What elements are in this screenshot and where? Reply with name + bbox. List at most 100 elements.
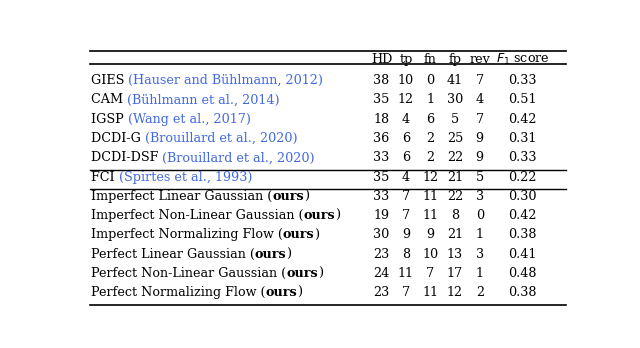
Text: ours: ours [266, 286, 297, 299]
Text: 1: 1 [426, 93, 434, 106]
Text: 12: 12 [422, 171, 438, 184]
Text: FCI: FCI [91, 171, 118, 184]
Text: 35: 35 [373, 93, 390, 106]
Text: 11: 11 [422, 190, 438, 203]
Text: 22: 22 [447, 190, 463, 203]
Text: 23: 23 [374, 286, 390, 299]
Text: 30: 30 [447, 93, 463, 106]
Text: IGSP: IGSP [91, 113, 127, 126]
Text: DCDI-G: DCDI-G [91, 132, 145, 145]
Text: 25: 25 [447, 132, 463, 145]
Text: 3: 3 [476, 248, 484, 261]
Text: (Spirtes et al., 1993): (Spirtes et al., 1993) [118, 171, 252, 184]
Text: 22: 22 [447, 151, 463, 164]
Text: 10: 10 [398, 74, 414, 87]
Text: 11: 11 [422, 286, 438, 299]
Text: 0: 0 [476, 209, 484, 222]
Text: 3: 3 [476, 190, 484, 203]
Text: 23: 23 [374, 248, 390, 261]
Text: 7: 7 [476, 74, 484, 87]
Text: Imperfect Normalizing Flow (: Imperfect Normalizing Flow ( [91, 228, 283, 242]
Text: 1: 1 [476, 267, 484, 280]
Text: fp: fp [449, 53, 461, 66]
Text: ): ) [317, 267, 323, 280]
Text: 33: 33 [374, 190, 390, 203]
Text: 24: 24 [374, 267, 390, 280]
Text: 12: 12 [447, 286, 463, 299]
Text: 10: 10 [422, 248, 438, 261]
Text: 30: 30 [374, 228, 390, 242]
Text: 5: 5 [476, 171, 484, 184]
Text: 41: 41 [447, 74, 463, 87]
Text: 9: 9 [402, 228, 410, 242]
Text: 1: 1 [476, 228, 484, 242]
Text: 7: 7 [476, 113, 484, 126]
Text: ): ) [335, 209, 340, 222]
Text: 4: 4 [476, 93, 484, 106]
Text: 2: 2 [426, 132, 434, 145]
Text: HD: HD [371, 53, 392, 66]
Text: 35: 35 [373, 171, 390, 184]
Text: 2: 2 [476, 286, 484, 299]
Text: 12: 12 [398, 93, 414, 106]
Text: $F_1$ score: $F_1$ score [495, 52, 549, 67]
Text: ours: ours [286, 267, 317, 280]
Text: 9: 9 [476, 151, 484, 164]
Text: 6: 6 [426, 113, 434, 126]
Text: (Hauser and Bühlmann, 2012): (Hauser and Bühlmann, 2012) [128, 74, 323, 87]
Text: GIES: GIES [91, 74, 128, 87]
Text: 11: 11 [398, 267, 414, 280]
Text: 6: 6 [402, 151, 410, 164]
Text: CAM: CAM [91, 93, 127, 106]
Text: 9: 9 [426, 228, 434, 242]
Text: ): ) [314, 228, 319, 242]
Text: 21: 21 [447, 228, 463, 242]
Text: 0.38: 0.38 [508, 228, 537, 242]
Text: ): ) [297, 286, 302, 299]
Text: 7: 7 [426, 267, 434, 280]
Text: 0.33: 0.33 [508, 151, 537, 164]
Text: ours: ours [283, 228, 314, 242]
Text: 9: 9 [476, 132, 484, 145]
Text: 19: 19 [374, 209, 390, 222]
Text: fn: fn [424, 53, 436, 66]
Text: ours: ours [255, 248, 287, 261]
Text: 7: 7 [402, 190, 410, 203]
Text: 0.31: 0.31 [508, 132, 536, 145]
Text: 0.30: 0.30 [508, 190, 537, 203]
Text: 6: 6 [402, 132, 410, 145]
Text: Perfect Linear Gaussian (: Perfect Linear Gaussian ( [91, 248, 255, 261]
Text: 21: 21 [447, 171, 463, 184]
Text: 38: 38 [374, 74, 390, 87]
Text: 7: 7 [402, 286, 410, 299]
Text: 0.42: 0.42 [508, 209, 537, 222]
Text: 0.33: 0.33 [508, 74, 537, 87]
Text: 0.41: 0.41 [508, 248, 536, 261]
Text: 0.42: 0.42 [508, 113, 537, 126]
Text: 0.51: 0.51 [508, 93, 537, 106]
Text: Imperfect Linear Gaussian (: Imperfect Linear Gaussian ( [91, 190, 272, 203]
Text: 11: 11 [422, 209, 438, 222]
Text: DCDI-DSF: DCDI-DSF [91, 151, 163, 164]
Text: 36: 36 [374, 132, 390, 145]
Text: 0.38: 0.38 [508, 286, 537, 299]
Text: 2: 2 [426, 151, 434, 164]
Text: ours: ours [272, 190, 304, 203]
Text: 8: 8 [451, 209, 459, 222]
Text: ours: ours [303, 209, 335, 222]
Text: 0: 0 [426, 74, 434, 87]
Text: 5: 5 [451, 113, 459, 126]
Text: Imperfect Non-Linear Gaussian (: Imperfect Non-Linear Gaussian ( [91, 209, 303, 222]
Text: 17: 17 [447, 267, 463, 280]
Text: 8: 8 [402, 248, 410, 261]
Text: (Bühlmann et al., 2014): (Bühlmann et al., 2014) [127, 93, 280, 106]
Text: 4: 4 [402, 171, 410, 184]
Text: rev: rev [469, 53, 490, 66]
Text: Perfect Normalizing Flow (: Perfect Normalizing Flow ( [91, 286, 266, 299]
Text: (Brouillard et al., 2020): (Brouillard et al., 2020) [145, 132, 298, 145]
Text: ): ) [287, 248, 292, 261]
Text: (Brouillard et al., 2020): (Brouillard et al., 2020) [163, 151, 315, 164]
Text: (Wang et al., 2017): (Wang et al., 2017) [127, 113, 251, 126]
Text: 18: 18 [374, 113, 390, 126]
Text: 33: 33 [374, 151, 390, 164]
